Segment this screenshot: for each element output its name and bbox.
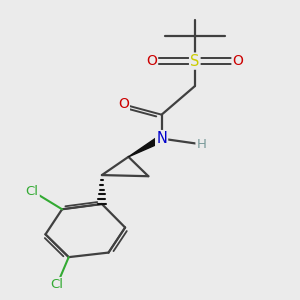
Text: O: O (232, 54, 243, 68)
Text: Cl: Cl (26, 184, 39, 197)
Text: N: N (156, 131, 167, 146)
Text: Cl: Cl (51, 278, 64, 291)
Text: H: H (196, 138, 206, 151)
Text: S: S (190, 54, 200, 69)
Text: O: O (118, 98, 129, 111)
Text: O: O (146, 54, 157, 68)
Polygon shape (128, 136, 164, 157)
